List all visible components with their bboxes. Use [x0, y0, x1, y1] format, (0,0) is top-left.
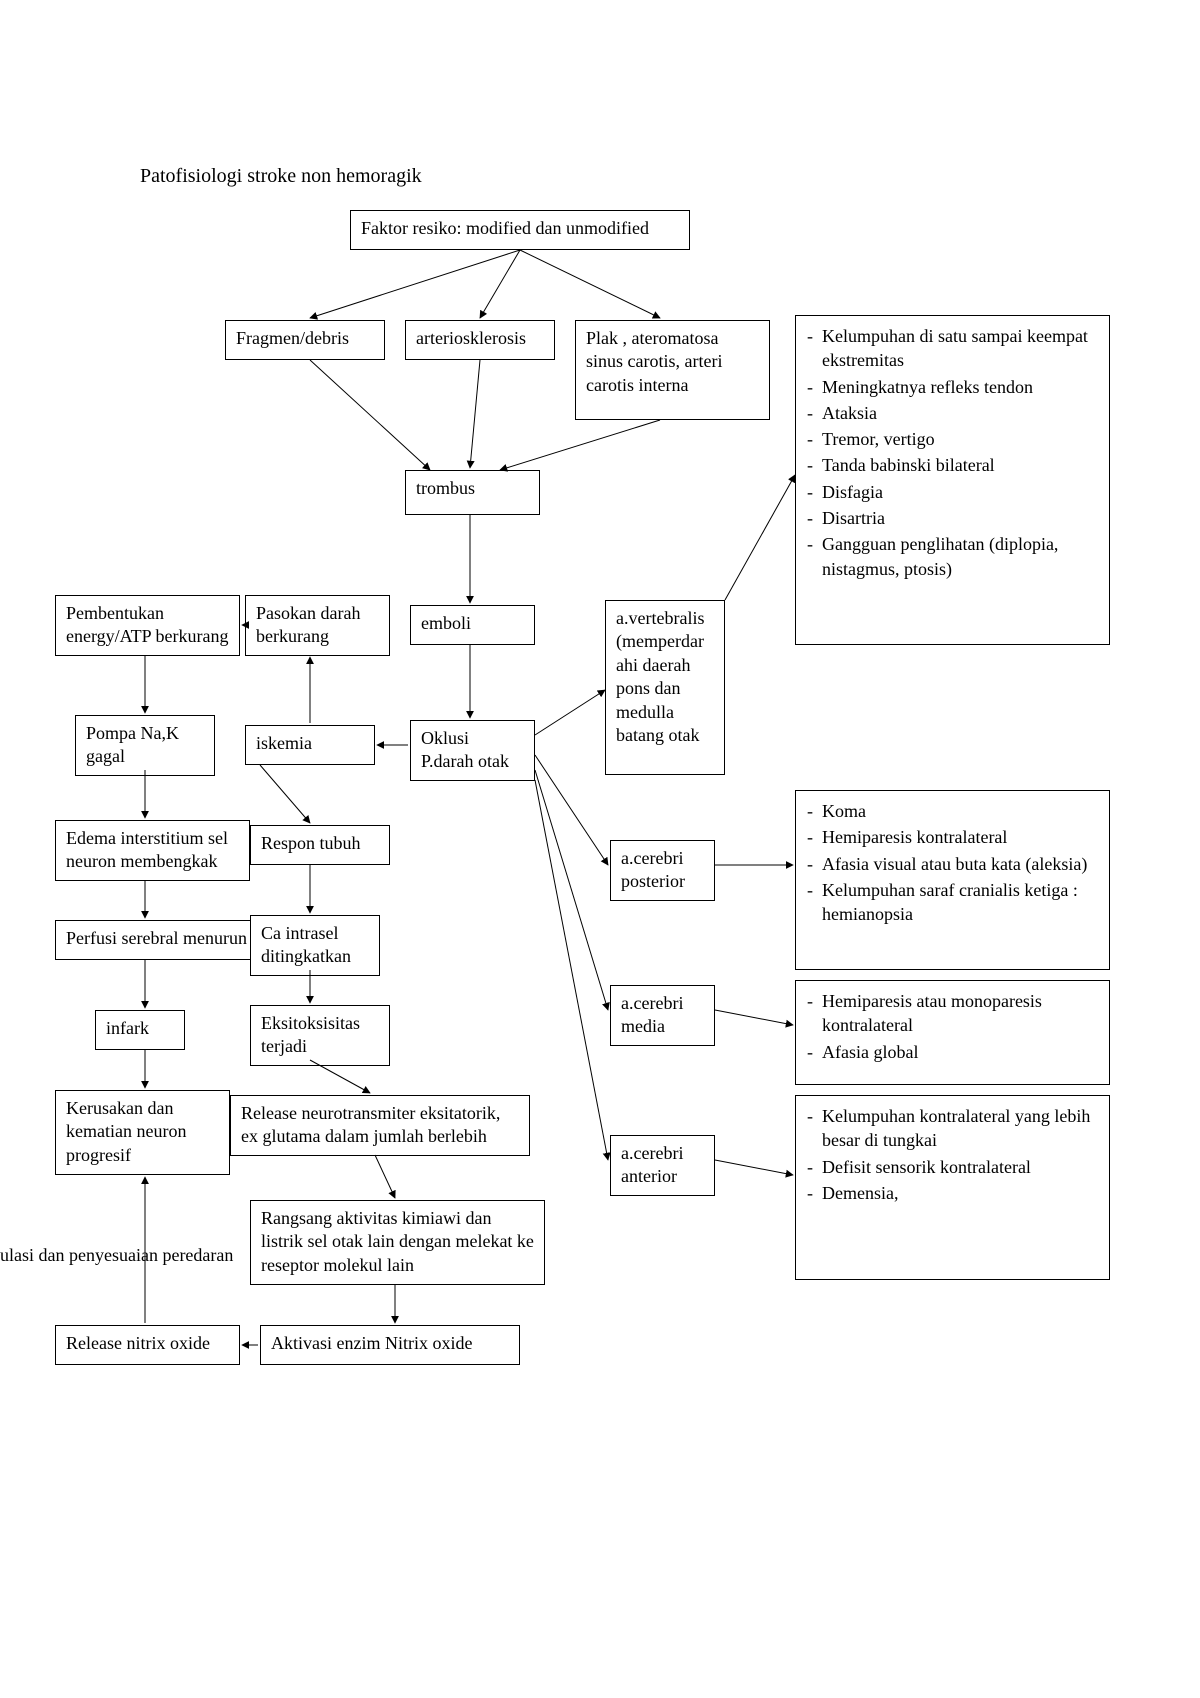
- list-item: Kelumpuhan di satu sampai keempat ekstre…: [822, 324, 1099, 373]
- list-item: Kelumpuhan saraf cranialis ketiga : hemi…: [822, 878, 1099, 927]
- node-infark: infark: [95, 1010, 185, 1050]
- node-emboli: emboli: [410, 605, 535, 645]
- symptoms-media: Hemiparesis atau monoparesis kontralater…: [795, 980, 1110, 1085]
- list-item: Tremor, vertigo: [822, 427, 1099, 451]
- node-plak: Plak , ateromatosa sinus carotis, arteri…: [575, 320, 770, 420]
- list-item: Hemiparesis atau monoparesis kontralater…: [822, 989, 1099, 1038]
- node-release-nt: Release neurotransmiter eksitatorik, ex …: [230, 1095, 530, 1156]
- node-pembentukan: Pembentukan energy/ATP berkurang: [55, 595, 240, 656]
- node-trombus: trombus: [405, 470, 540, 515]
- node-arterio: arteriosklerosis: [405, 320, 555, 360]
- node-fragmen: Fragmen/debris: [225, 320, 385, 360]
- list-item: Disfagia: [822, 480, 1099, 504]
- node-respon: Respon tubuh: [250, 825, 390, 865]
- fragment-text: ulasi dan penyesuaian peredaran: [0, 1245, 233, 1266]
- list-item: Defisit sensorik kontralateral: [822, 1155, 1099, 1179]
- node-eksito: Eksitoksisitas terjadi: [250, 1005, 390, 1066]
- node-iskemia: iskemia: [245, 725, 375, 765]
- list-item: Disartria: [822, 506, 1099, 530]
- node-faktor: Faktor resiko: modified dan unmodified: [350, 210, 690, 250]
- node-kerusakan: Kerusakan dan kematian neuron progresif: [55, 1090, 230, 1175]
- node-pasokan: Pasokan darah berkurang: [245, 595, 390, 656]
- node-caintrasel: Ca intrasel ditingkatkan: [250, 915, 380, 976]
- list-item: Gangguan penglihatan (diplopia, nistagmu…: [822, 532, 1099, 581]
- node-aposterior: a.cerebri posterior: [610, 840, 715, 901]
- node-amedia: a.cerebri media: [610, 985, 715, 1046]
- node-avertebralis: a.vertebralis (memperdar ahi daerah pons…: [605, 600, 725, 775]
- node-perfusi: Perfusi serebral menurun: [55, 920, 275, 960]
- list-item: Tanda babinski bilateral: [822, 453, 1099, 477]
- list-item: Kelumpuhan kontralateral yang lebih besa…: [822, 1104, 1099, 1153]
- node-release-no: Release nitrix oxide: [55, 1325, 240, 1365]
- diagram-title: Patofisiologi stroke non hemoragik: [140, 165, 422, 188]
- list-item: Afasia global: [822, 1040, 1099, 1064]
- symptoms-anterior: Kelumpuhan kontralateral yang lebih besa…: [795, 1095, 1110, 1280]
- symptoms-posterior: KomaHemiparesis kontralateral Afasia visu…: [795, 790, 1110, 970]
- list-item: Meningkatnya refleks tendon: [822, 375, 1099, 399]
- symptoms-vertebralis: Kelumpuhan di satu sampai keempat ekstre…: [795, 315, 1110, 645]
- list-item: Hemiparesis kontralateral: [822, 825, 1099, 849]
- node-pompa: Pompa Na,K gagal: [75, 715, 215, 776]
- node-aanterior: a.cerebri anterior: [610, 1135, 715, 1196]
- diagram-canvas: Patofisiologi stroke non hemoragik Fakto…: [0, 0, 1200, 1698]
- list-item: Demensia,: [822, 1181, 1099, 1205]
- list-item: Ataksia: [822, 401, 1099, 425]
- node-rangsang: Rangsang aktivitas kimiawi dan listrik s…: [250, 1200, 545, 1285]
- node-oklusi: Oklusi P.darah otak: [410, 720, 535, 781]
- list-item: Koma: [822, 799, 1099, 823]
- list-item: Afasia visual atau buta kata (aleksia): [822, 852, 1099, 876]
- node-edema: Edema interstitium sel neuron membengkak: [55, 820, 250, 881]
- node-aktivasi: Aktivasi enzim Nitrix oxide: [260, 1325, 520, 1365]
